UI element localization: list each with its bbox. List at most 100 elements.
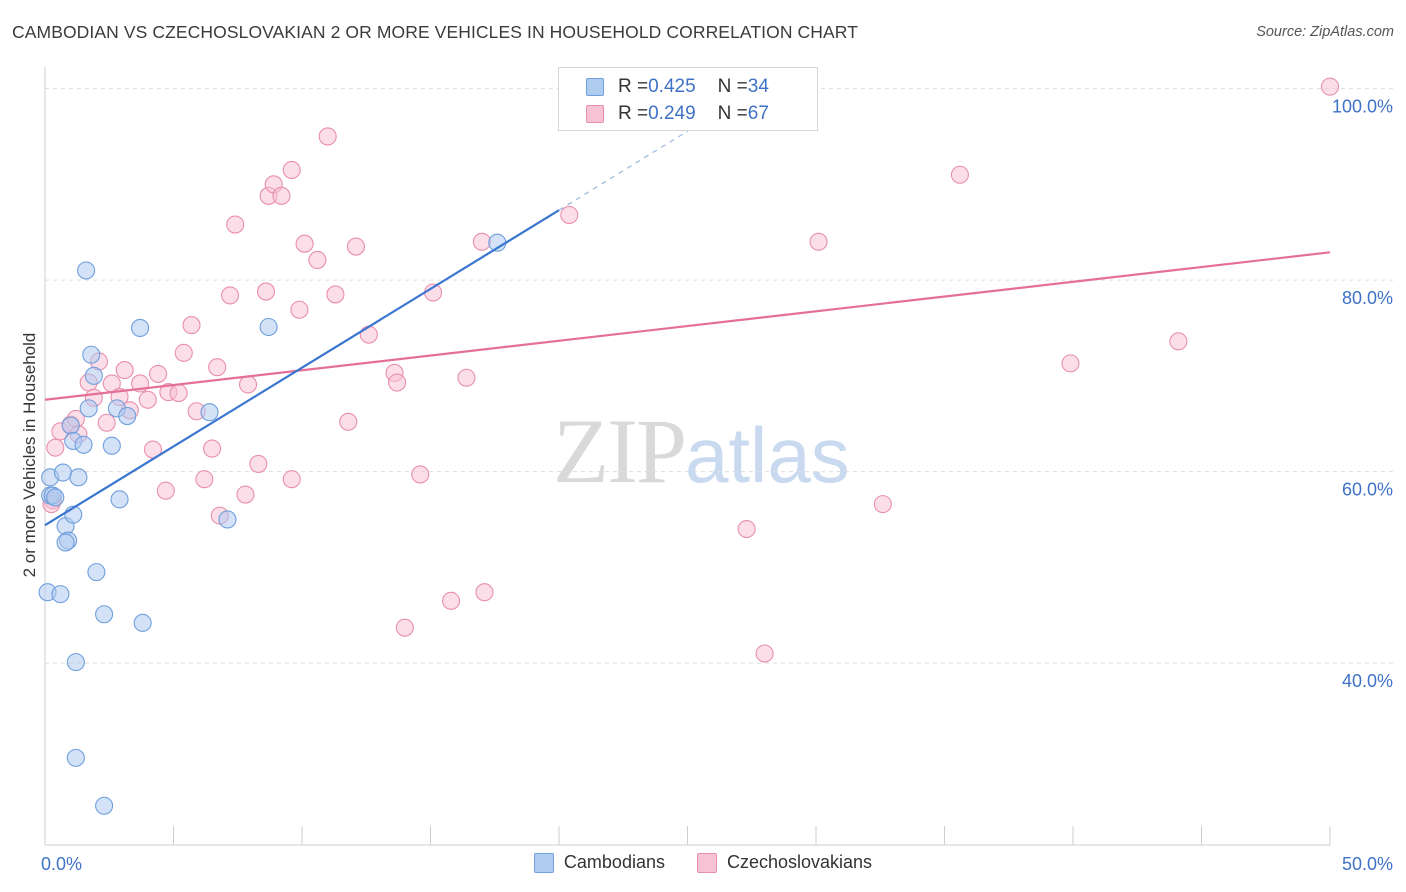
correlation-legend: R = 0.425 N = 34 R = 0.249 N = 67 <box>558 67 818 131</box>
cambodian-point <box>79 399 98 418</box>
x-tick-label: 50.0% <box>1342 854 1393 874</box>
cambodian-point <box>110 490 129 509</box>
watermark: ZIPatlas <box>553 398 850 504</box>
cambodian-point <box>51 585 70 604</box>
czech-point <box>169 384 188 403</box>
czech-point <box>182 316 201 335</box>
y-tick-label: 60.0% <box>1342 480 1393 500</box>
cambodian-trend-extension <box>558 114 714 211</box>
czech-point <box>737 519 756 539</box>
legend-item-cambodians[interactable]: Cambodians <box>533 852 665 873</box>
czech-point <box>115 361 134 380</box>
czech-point <box>256 282 276 301</box>
cambodian-point <box>133 613 152 632</box>
czech-point <box>156 481 175 500</box>
czech-point <box>97 413 116 432</box>
cambodian-trend-line <box>44 209 560 527</box>
czech-point <box>149 364 168 383</box>
czech-point <box>1061 354 1080 373</box>
watermark-zip: ZIP <box>553 400 687 502</box>
cambodian-point <box>200 403 219 422</box>
cambodian-point <box>61 416 80 435</box>
czech-point <box>272 186 291 205</box>
czech-point <box>46 438 65 457</box>
czech-point <box>249 454 268 473</box>
czech-point <box>411 465 430 484</box>
y-tick-label: 80.0% <box>1342 288 1393 308</box>
cambodian-point <box>56 533 75 552</box>
czech-point <box>174 343 193 362</box>
cambodian-point <box>74 435 93 454</box>
czech-point <box>475 583 494 602</box>
czech-swatch <box>586 105 604 123</box>
czech-point <box>395 618 414 637</box>
cambodian-point <box>66 653 85 672</box>
cambodian-point <box>46 488 65 507</box>
legend-row-cambodians: R = 0.425 N = 34 <box>559 74 769 100</box>
cambodian-point <box>87 563 106 582</box>
legend-row-czechoslovakians: R = 0.249 N = 67 <box>559 101 769 127</box>
czech-point <box>226 215 245 234</box>
source-label: Source: ZipAtlas.com <box>1256 24 1394 40</box>
czech-point <box>472 232 491 251</box>
cambodian-point <box>259 317 278 337</box>
watermark-atlas: atlas <box>685 411 850 499</box>
czech-point <box>290 300 309 319</box>
czech-point <box>873 495 892 514</box>
czech-point <box>318 127 337 146</box>
cambodian-point <box>102 436 121 455</box>
legend-label: Cambodians <box>563 852 665 872</box>
n-value: 34 <box>747 76 769 97</box>
cambodian-point <box>118 406 137 426</box>
czech-point <box>238 375 258 394</box>
czech-point <box>220 286 240 305</box>
y-tick-label: 40.0% <box>1342 671 1393 691</box>
cambodian-point <box>82 345 101 364</box>
czech-point <box>950 165 969 184</box>
czech-point <box>560 205 579 225</box>
czech-point <box>457 368 476 387</box>
czech-point <box>295 234 314 253</box>
legend-item-czechoslovakians[interactable]: Czechoslovakians <box>696 852 873 873</box>
czech-point <box>1320 77 1340 96</box>
cambodian-point <box>131 318 150 338</box>
cambodian-point <box>53 463 73 482</box>
czech-point <box>359 325 378 344</box>
czech-point <box>809 232 828 251</box>
czech-point <box>1169 332 1188 351</box>
r-label: R = <box>618 76 649 97</box>
y-tick-label: 100.0% <box>1332 97 1393 117</box>
czech-point <box>282 470 301 489</box>
legend-label: Czechoslovakians <box>726 852 873 872</box>
y-axis-label: 2 or more Vehicles in Household <box>20 332 39 578</box>
cambodian-point <box>69 468 88 487</box>
czech-point <box>442 591 461 610</box>
czech-trend-line <box>44 251 1331 401</box>
cambodian-swatch <box>586 78 604 96</box>
czech-point <box>346 237 366 256</box>
cambodian-point <box>95 796 114 815</box>
cambodian-point <box>77 261 96 280</box>
n-label: N = <box>717 103 748 124</box>
czech-point <box>308 250 327 270</box>
r-label: R = <box>618 103 649 124</box>
czech-point <box>339 412 358 431</box>
n-value: 67 <box>747 103 769 124</box>
czech-point <box>388 373 407 392</box>
czech-point <box>282 160 301 180</box>
x-tick-label: 0.0% <box>41 854 82 874</box>
czech-point <box>236 485 255 504</box>
series-legend: Cambodians Czechoslovakians <box>0 852 1406 873</box>
chart-title: CAMBODIAN VS CZECHOSLOVAKIAN 2 OR MORE V… <box>12 22 859 42</box>
czech-point <box>138 390 157 409</box>
r-value: 0.425 <box>648 76 696 97</box>
czech-point <box>203 439 222 458</box>
cambodian-point <box>95 605 114 624</box>
czech-point <box>195 470 214 489</box>
cambodian-point <box>218 510 237 529</box>
czech-swatch <box>696 852 717 873</box>
cambodian-point <box>84 366 103 385</box>
cambodian-point <box>66 748 85 767</box>
czech-point <box>208 358 227 377</box>
